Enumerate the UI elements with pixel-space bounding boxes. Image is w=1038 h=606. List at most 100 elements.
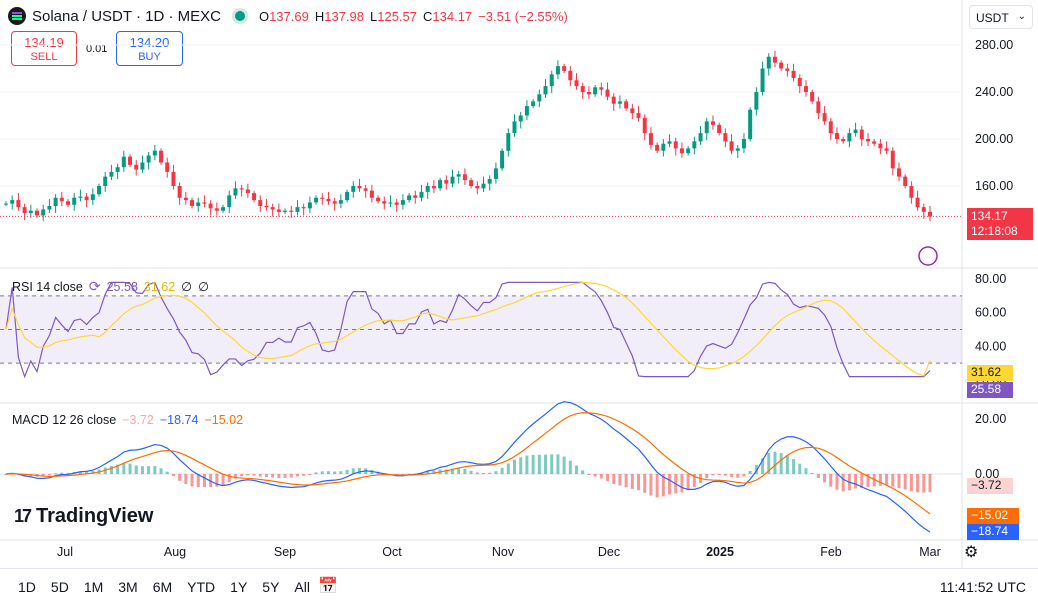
- macd-line: [5, 401, 931, 533]
- candle-body: [512, 121, 517, 134]
- candle-body: [791, 70, 796, 78]
- macd-histogram-bar: [525, 455, 529, 474]
- candle-body: [884, 148, 889, 151]
- candle-body: [394, 202, 399, 205]
- candle-body: [171, 171, 176, 186]
- candle-body: [828, 121, 833, 134]
- candle-body: [400, 200, 405, 205]
- macd-histogram-bar: [444, 469, 448, 474]
- candle-body: [419, 191, 424, 198]
- candle-body: [456, 174, 461, 177]
- currency-select[interactable]: USDT ⌄: [969, 5, 1033, 29]
- macd-histogram-bar: [891, 474, 895, 487]
- macd-histogram-bar: [618, 474, 622, 486]
- candle-body: [574, 80, 579, 87]
- candle-body: [208, 203, 213, 209]
- price-tick-label: 240.00: [975, 85, 1013, 99]
- range-button-5d[interactable]: 5D: [50, 579, 69, 595]
- candle-body: [438, 180, 443, 189]
- time-axis-label: Feb: [820, 545, 842, 559]
- ohlc-key: O: [258, 8, 270, 24]
- candle-body: [822, 113, 827, 122]
- macd-histogram-bar: [233, 474, 237, 479]
- range-button-6m[interactable]: 6M: [152, 579, 173, 595]
- macd-label[interactable]: MACD 12 26 close: [12, 413, 117, 427]
- ohlc-key: H: [314, 8, 325, 24]
- macd-histogram-bar: [643, 474, 647, 493]
- candle-body: [617, 101, 622, 104]
- macd-histogram-bar: [116, 464, 120, 474]
- macd-histogram-bar: [537, 454, 541, 474]
- macd-histogram-bar: [897, 474, 901, 489]
- candle-body: [233, 188, 238, 196]
- symbol-title[interactable]: Solana / USDT · 1D · MEXC: [32, 7, 221, 25]
- refresh-icon[interactable]: ⟳: [88, 278, 101, 294]
- candle-body: [134, 164, 139, 170]
- macd-histogram-bar: [488, 472, 492, 474]
- macd-histogram-bar: [730, 474, 734, 478]
- candle-body: [741, 139, 746, 149]
- macd-histogram-bar: [85, 471, 89, 474]
- candle-body: [909, 186, 914, 198]
- candle-body: [283, 210, 288, 212]
- candle-body: [264, 205, 269, 208]
- candle-body: [301, 207, 306, 209]
- time-axis-label: Mar: [919, 545, 941, 559]
- chevron-down-icon: ⌄: [1017, 11, 1026, 22]
- calendar-icon[interactable]: 📅: [318, 578, 338, 595]
- candle-body: [66, 201, 71, 205]
- macd-histogram-bar: [339, 471, 343, 474]
- candle-body: [580, 86, 585, 92]
- macd-histogram-bar: [66, 472, 70, 474]
- candle-body: [487, 178, 492, 184]
- range-button-1m[interactable]: 1M: [83, 579, 104, 595]
- candle-body: [190, 200, 195, 206]
- candle-body: [642, 117, 647, 134]
- candle-body: [245, 189, 250, 194]
- macd-histogram-bar: [928, 474, 932, 493]
- candle-body: [450, 176, 455, 184]
- range-button-all[interactable]: All: [294, 579, 310, 595]
- macd-histogram-bar: [866, 474, 870, 488]
- sell-button[interactable]: 134.19 SELL: [11, 31, 77, 66]
- macd-histogram-bar: [761, 458, 765, 474]
- range-button-1y[interactable]: 1Y: [230, 579, 248, 595]
- macd-histogram-bar: [581, 470, 585, 474]
- macd-histogram-bar: [612, 474, 616, 485]
- candle-body: [314, 197, 319, 203]
- lightning-icon: [918, 246, 938, 266]
- macd-histogram-bar: [482, 473, 486, 475]
- rsi-label[interactable]: RSI 14 close: [12, 279, 83, 294]
- candle-body: [834, 133, 839, 139]
- chart-canvas[interactable]: 280.00 240.00 200.00 160.00 80.00 60.00 40.00 2…: [0, 0, 1038, 568]
- macd-histogram-bar: [544, 454, 548, 474]
- macd-histogram-bar: [562, 456, 566, 474]
- macd-tag: −18.74: [967, 524, 1019, 540]
- tradingview-logo[interactable]: 17 TradingView: [14, 505, 153, 528]
- rsi-ma-line: [5, 281, 931, 377]
- candle-body: [586, 92, 591, 95]
- time-axis-label: Dec: [598, 545, 620, 559]
- macd-histogram-bar: [587, 474, 591, 475]
- candle-body: [903, 176, 908, 186]
- range-button-5y[interactable]: 5Y: [262, 579, 280, 595]
- sell-label: SELL: [30, 51, 58, 63]
- buy-button[interactable]: 134.20 BUY: [116, 31, 183, 66]
- range-button-1d[interactable]: 1D: [18, 579, 36, 595]
- range-button-3m[interactable]: 3M: [118, 579, 138, 595]
- macd-histogram-bar: [140, 466, 144, 474]
- candle-body: [890, 150, 895, 169]
- rsi-legend: RSI 14 close ⟳ 25.58 31.62 ∅ ∅: [12, 278, 209, 295]
- ohlc-item: H137.98: [315, 9, 364, 24]
- candle-body: [177, 186, 182, 198]
- macd-histogram-bar: [655, 474, 659, 498]
- macd-histogram-bar: [773, 451, 777, 474]
- settings-gear-icon[interactable]: ⚙: [964, 544, 979, 561]
- macd-histogram-bar: [810, 472, 814, 474]
- candle-body: [853, 129, 858, 134]
- macd-hist-value: −3.72: [122, 413, 154, 427]
- clock[interactable]: 11:41:52 UTC: [939, 579, 1026, 595]
- ohlc-value: 134.17: [432, 8, 473, 24]
- range-button-ytd[interactable]: YTD: [187, 579, 216, 595]
- candle-body: [59, 197, 64, 202]
